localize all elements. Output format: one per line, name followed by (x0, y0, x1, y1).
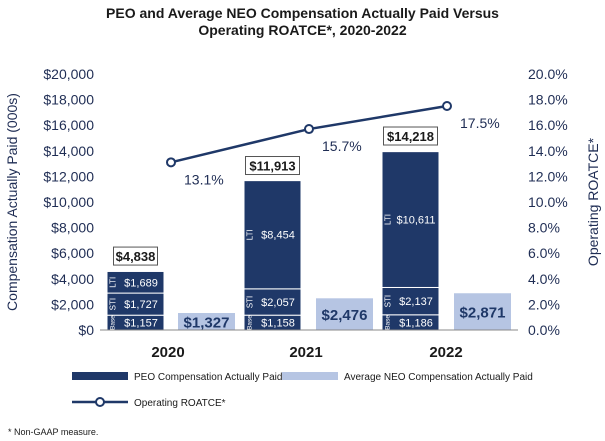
x-category-label: 2022 (429, 344, 462, 361)
neo-bar (178, 313, 235, 330)
y-tick-label-right: 20.0% (528, 66, 568, 82)
y-tick-label-right: 6.0% (528, 245, 560, 261)
peo-segment-value-label: $8,454 (261, 230, 295, 242)
y-tick-label-right: 4.0% (528, 271, 560, 287)
y-tick-label-left: $2,000 (51, 296, 94, 312)
peo-total-box (245, 156, 300, 176)
chart-title-line-2: Operating ROATCE*, 2020-2022 (198, 22, 407, 38)
peo-total-label: $4,838 (116, 249, 156, 264)
x-category-label: 2020 (151, 344, 184, 361)
y-tick-label-left: $18,000 (43, 92, 94, 108)
peo-bar-segment-lti (243, 180, 302, 290)
peo-segment-component-label: Base (385, 315, 392, 330)
y-tick-label-right: 10.0% (528, 194, 568, 210)
peo-segment-value-label: $1,689 (124, 277, 158, 289)
peo-segment-component-label: STI (109, 298, 118, 310)
neo-bar (316, 298, 373, 330)
peo-segment-component-label: LTI (246, 229, 255, 240)
roatce-label: 15.7% (322, 138, 362, 154)
neo-bar-label: $1,327 (184, 315, 230, 332)
peo-bar-segment-lti (381, 151, 440, 288)
peo-total-box (383, 126, 438, 146)
peo-segment-component-label: Base (110, 315, 117, 330)
peo-bar-segment-sti (243, 288, 302, 316)
peo-total-label: $11,913 (249, 159, 295, 174)
y-tick-label-left: $10,000 (43, 194, 94, 210)
peo-bar-segment-lti (106, 270, 165, 294)
y-tick-label-right: 16.0% (528, 117, 568, 133)
footnote: * Non-GAAP measure. (8, 427, 99, 437)
peo-segment-value-label: $1,158 (261, 318, 295, 330)
y-tick-label-left: $20,000 (43, 66, 94, 82)
neo-bar-label: $2,476 (322, 307, 368, 324)
legend-peo-swatch (72, 372, 128, 380)
peo-segment-value-label: $1,157 (124, 318, 158, 330)
y-tick-label-left: $12,000 (43, 168, 94, 184)
peo-total-box (113, 246, 158, 266)
peo-segment-component-label: LTI (109, 277, 118, 288)
neo-bar (454, 293, 511, 330)
peo-segment-component-label: Base (247, 315, 254, 330)
y-tick-label-left: $14,000 (43, 143, 94, 159)
peo-segment-value-label: $1,186 (399, 317, 433, 329)
legend-neo-swatch (282, 372, 338, 380)
peo-total-label: $14,218 (387, 129, 434, 144)
chart-title-line-1: PEO and Average NEO Compensation Actuall… (106, 5, 499, 21)
peo-segment-component-label: LTI (384, 214, 393, 225)
roatce-label: 13.1% (184, 171, 224, 187)
peo-segment-value-label: $10,611 (397, 215, 436, 227)
neo-bar-label: $2,871 (460, 305, 506, 322)
x-category-label: 2021 (289, 344, 322, 361)
legend-neo-label: Average NEO Compensation Actually Paid (344, 372, 533, 383)
y-tick-label-left: $8,000 (51, 220, 94, 236)
y-tick-label-left: $16,000 (43, 117, 94, 133)
y-tick-label-left: $0 (78, 322, 94, 338)
y-tick-label-right: 12.0% (528, 168, 568, 184)
peo-segment-value-label: $2,057 (261, 297, 295, 309)
peo-segment-component-label: STI (384, 295, 393, 307)
peo-segment-value-label: $1,727 (124, 299, 158, 311)
y-axis-title-right: Operating ROATCE* (585, 137, 601, 266)
legend-roatce-marker (95, 397, 105, 407)
roatce-point (304, 124, 314, 135)
y-tick-label-left: $6,000 (51, 245, 94, 261)
y-tick-label-right: 14.0% (528, 143, 568, 159)
y-tick-label-right: 2.0% (528, 296, 560, 312)
roatce-point (442, 101, 452, 111)
legend-peo-label: PEO Compensation Actually Paid (134, 372, 282, 383)
y-axis-title-left: Compensation Actually Paid (000s) (4, 93, 20, 311)
roatce-label: 17.5% (460, 115, 500, 131)
y-tick-label-left: $4,000 (51, 271, 94, 287)
peo-segment-component-label: STI (246, 296, 255, 308)
roatce-point (166, 157, 176, 168)
y-tick-label-right: 8.0% (528, 220, 560, 236)
peo-segment-value-label: $2,137 (399, 296, 433, 308)
legend-roatce-label: Operating ROATCE* (134, 398, 226, 409)
y-tick-label-right: 18.0% (528, 92, 568, 108)
y-tick-label-right: 0.0% (528, 322, 560, 338)
